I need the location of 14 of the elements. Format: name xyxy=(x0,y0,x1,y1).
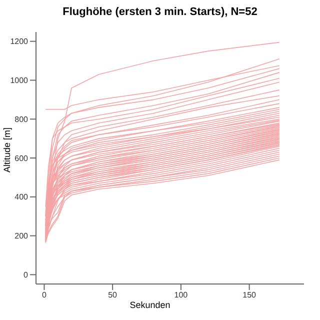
y-axis-title: Altitude [m] xyxy=(2,127,12,173)
chart-title: Flughöhe (ersten 3 min. Starts), N=52 xyxy=(62,6,258,18)
y-tick-label: 1000 xyxy=(10,76,29,86)
x-tick-label: 150 xyxy=(242,290,257,300)
y-tick-label: 0 xyxy=(24,270,29,280)
x-tick-label: 100 xyxy=(174,290,188,300)
y-tick-label: 400 xyxy=(14,192,29,202)
x-tick-label: 0 xyxy=(42,290,47,300)
y-tick-label: 800 xyxy=(14,114,29,124)
y-tick-label: 600 xyxy=(14,154,29,163)
x-tick-label: 50 xyxy=(108,290,118,300)
y-tick-label: 200 xyxy=(14,232,29,241)
y-tick-label: 1200 xyxy=(10,37,29,46)
x-axis-title: Sekunden xyxy=(130,300,170,310)
